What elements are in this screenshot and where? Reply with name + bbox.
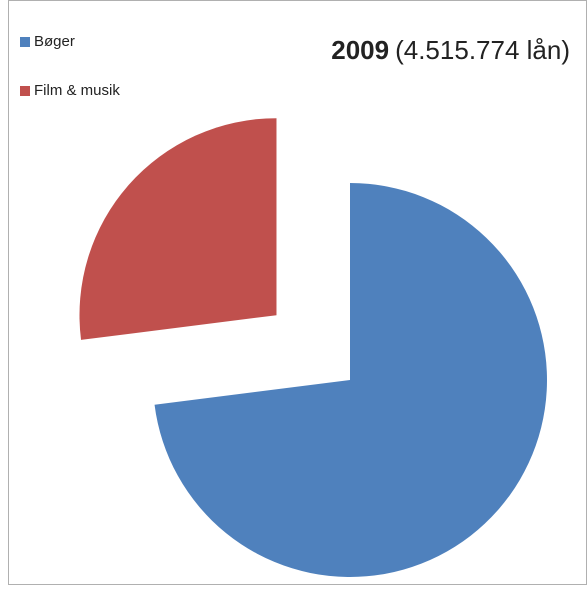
legend-label: Bøger [34,33,75,50]
chart-title: 2009 (4.515.774 lån) [331,35,570,65]
legend: Bøger Film & musik [20,33,120,99]
pie-slice [154,183,547,577]
pie-slice [79,118,277,340]
legend-label: Film & musik [34,82,120,99]
legend-swatch [20,37,30,47]
title-year: 2009 [331,35,389,65]
title-loans: (4.515.774 lån) [395,35,570,65]
legend-swatch [20,86,30,96]
pie [79,118,547,577]
